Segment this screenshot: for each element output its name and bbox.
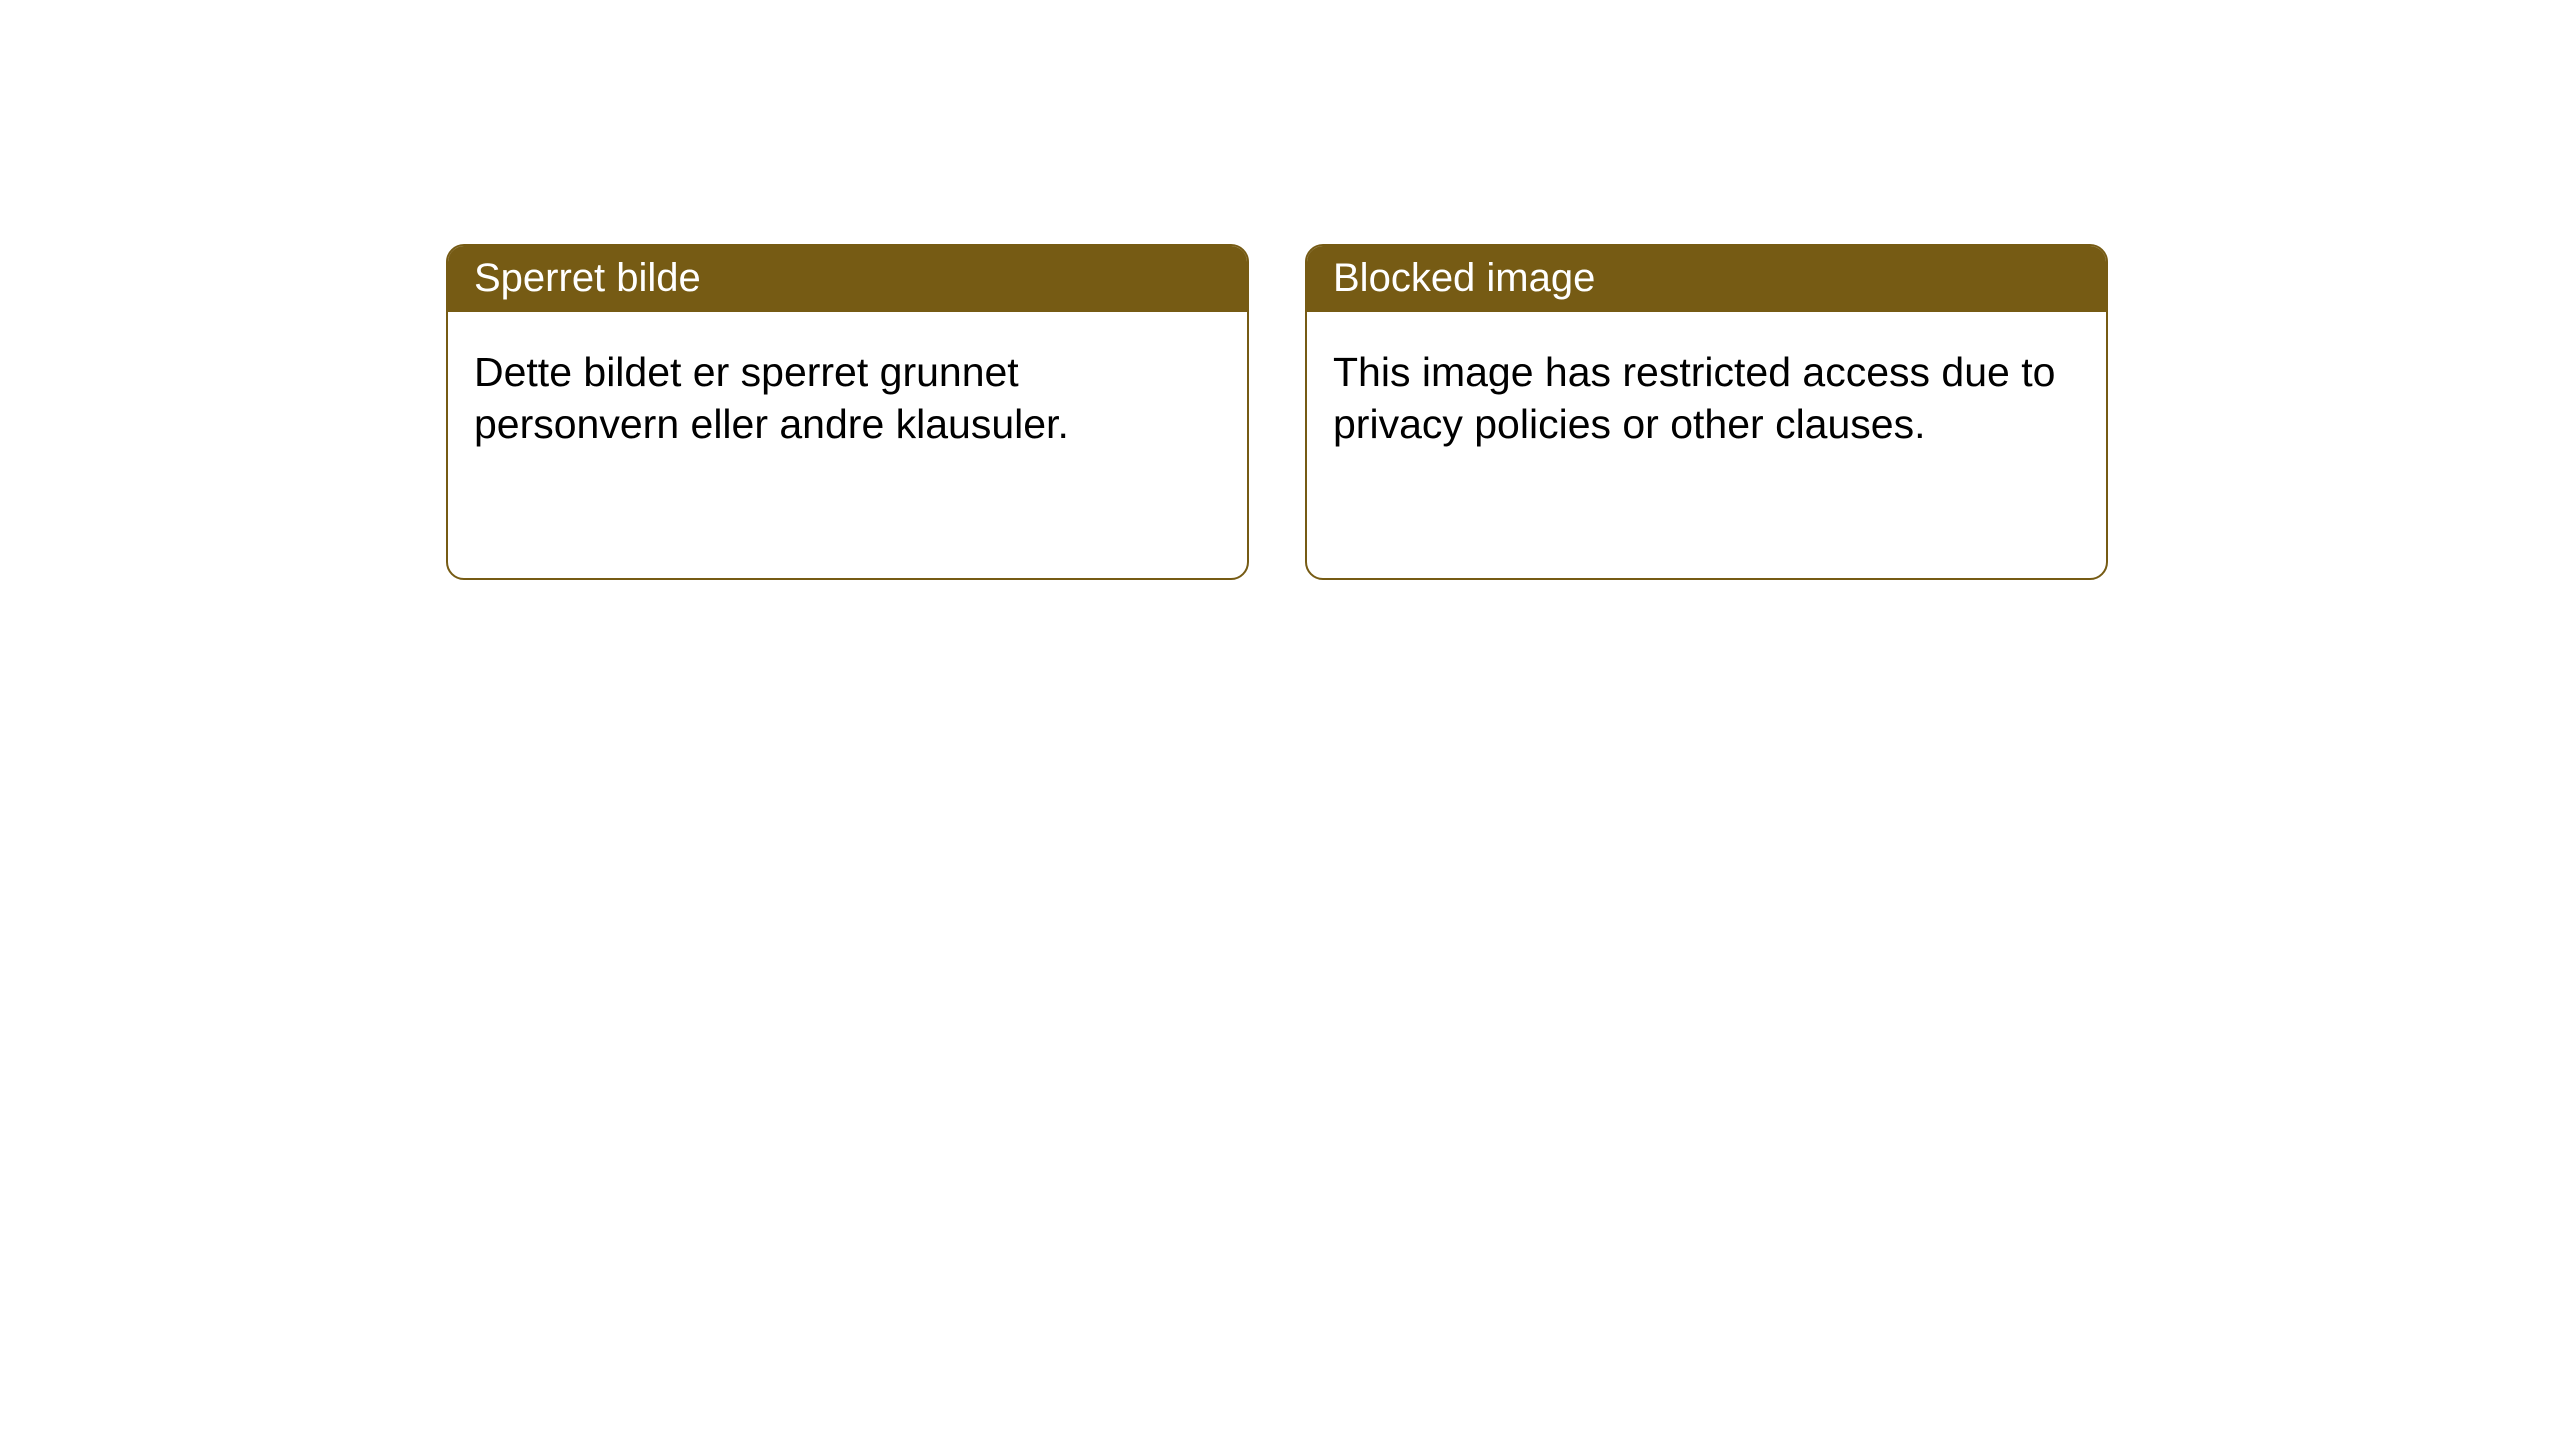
notice-card-norwegian: Sperret bilde Dette bildet er sperret gr… <box>446 244 1249 580</box>
notice-title-norwegian: Sperret bilde <box>448 246 1247 312</box>
notice-title-english: Blocked image <box>1307 246 2106 312</box>
notice-body-english: This image has restricted access due to … <box>1307 312 2106 484</box>
notice-container: Sperret bilde Dette bildet er sperret gr… <box>0 0 2560 580</box>
notice-card-english: Blocked image This image has restricted … <box>1305 244 2108 580</box>
notice-body-norwegian: Dette bildet er sperret grunnet personve… <box>448 312 1247 484</box>
